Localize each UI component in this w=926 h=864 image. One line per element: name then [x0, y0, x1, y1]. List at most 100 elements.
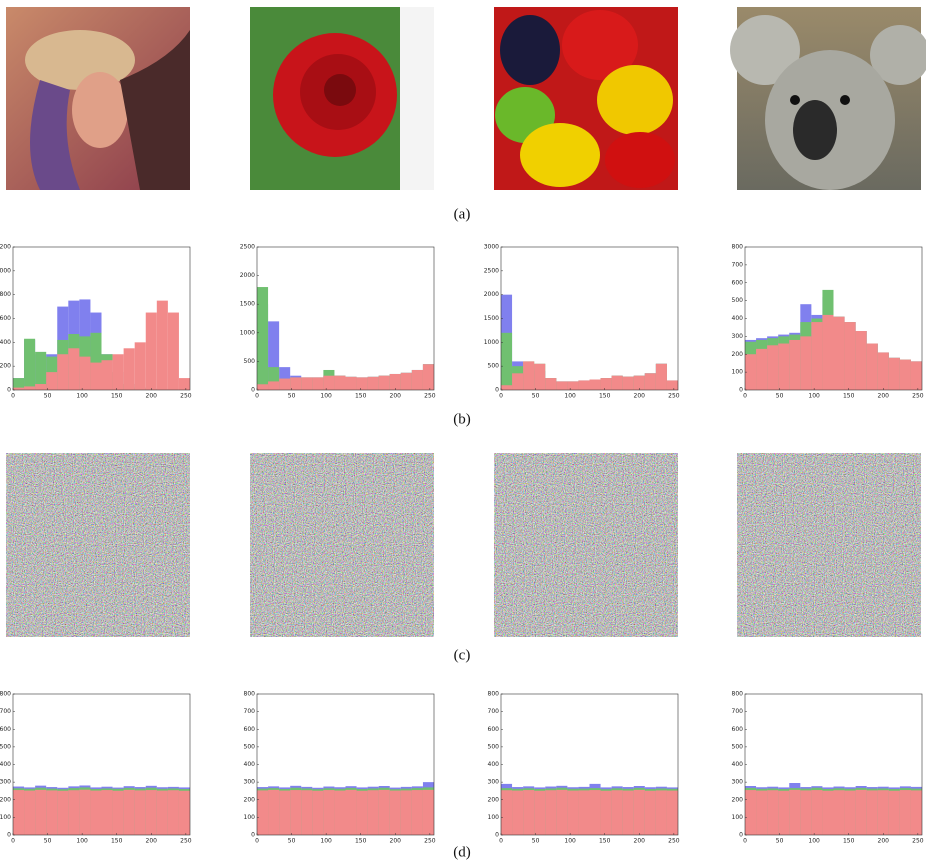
photo-koala — [730, 7, 926, 190]
histogram-bar — [412, 370, 423, 390]
histogram-bar — [168, 313, 179, 390]
y-tick-label: 400 — [732, 761, 744, 768]
histogram-bar — [778, 791, 789, 835]
encrypted-image — [494, 453, 678, 637]
histogram-bar — [822, 315, 833, 390]
x-tick-label: 200 — [634, 393, 646, 400]
histogram-bar — [57, 791, 68, 835]
histogram-bar — [623, 791, 634, 835]
y-tick-label: 600 — [488, 726, 500, 733]
histogram-bar — [789, 790, 800, 835]
histogram-bar — [656, 364, 667, 390]
histogram-bar — [124, 348, 135, 390]
x-tick-label: 200 — [878, 393, 890, 400]
histogram-bar — [390, 374, 401, 390]
histogram-bar — [168, 790, 179, 835]
y-tick-label: 300 — [244, 779, 256, 786]
figure: (a) (b) (c) (d) 020040060080010001200050… — [0, 0, 926, 864]
x-tick-label: 0 — [499, 393, 503, 400]
x-tick-label: 50 — [288, 838, 296, 845]
caption: (b) — [453, 411, 471, 427]
histogram-bar — [35, 384, 46, 390]
y-tick-label: 100 — [244, 814, 256, 821]
y-tick-label: 500 — [0, 743, 11, 750]
y-tick-label: 300 — [732, 779, 744, 786]
x-tick-label: 0 — [743, 393, 747, 400]
histogram-bar — [911, 361, 922, 390]
histogram-bar — [368, 377, 379, 390]
histogram-bar — [13, 790, 24, 835]
x-tick-label: 200 — [146, 838, 158, 845]
histogram-bar — [512, 791, 523, 835]
histogram-bar — [102, 790, 113, 835]
y-tick-label: 2000 — [484, 291, 499, 298]
histogram-bar — [612, 376, 623, 390]
histogram-bar — [90, 363, 101, 390]
histogram-bar — [767, 790, 778, 835]
y-tick-label: 200 — [0, 363, 11, 370]
x-tick-label: 100 — [76, 838, 88, 845]
histogram-bar — [257, 790, 268, 835]
y-tick-label: 500 — [732, 297, 744, 304]
histogram-bar — [545, 378, 556, 390]
y-tick-label: 800 — [0, 691, 11, 698]
histogram-bar — [578, 380, 589, 390]
histogram-bar — [113, 791, 124, 835]
y-tick-label: 400 — [0, 761, 11, 768]
histogram-bar — [834, 317, 845, 390]
x-tick-label: 50 — [776, 393, 784, 400]
y-tick-label: 500 — [244, 358, 256, 365]
histogram-bar — [900, 790, 911, 835]
x-tick-label: 100 — [808, 393, 820, 400]
y-tick-label: 500 — [244, 743, 256, 750]
histogram-bar — [68, 790, 79, 835]
histogram-bar — [523, 790, 534, 835]
histogram-bar — [501, 385, 512, 390]
histogram-bar — [856, 790, 867, 835]
x-tick-label: 200 — [390, 838, 402, 845]
histogram-bar — [656, 790, 667, 835]
histogram-bar — [590, 380, 601, 390]
y-tick-label: 800 — [244, 691, 256, 698]
y-tick-label: 2500 — [484, 267, 499, 274]
histogram-chart: 0100200300400500600700800050100150200250 — [0, 691, 192, 845]
histogram-chart: 05001000150020002500050100150200250 — [240, 244, 436, 400]
histogram-bar — [179, 791, 190, 835]
histogram-bar — [601, 378, 612, 390]
y-tick-label: 100 — [0, 814, 11, 821]
histogram-bar — [501, 790, 512, 835]
x-tick-label: 0 — [11, 838, 15, 845]
histogram-chart: 0100200300400500600700800050100150200250 — [488, 691, 680, 845]
histogram-bar — [357, 791, 368, 835]
x-tick-label: 250 — [424, 393, 436, 400]
x-tick-label: 0 — [255, 393, 259, 400]
x-tick-label: 150 — [355, 838, 367, 845]
histogram-bar — [545, 790, 556, 835]
histogram-bar — [800, 790, 811, 835]
histogram-bar — [102, 360, 113, 390]
histogram-chart: 0100200300400500600700800050100150200250 — [732, 244, 924, 400]
histogram-bar — [257, 384, 268, 390]
histogram-bar — [379, 790, 390, 835]
y-tick-label: 400 — [244, 761, 256, 768]
histogram-bar — [323, 790, 334, 835]
x-tick-label: 150 — [599, 393, 611, 400]
histogram-bar — [268, 790, 279, 835]
y-tick-label: 200 — [244, 796, 256, 803]
histogram-bar — [767, 345, 778, 390]
histogram-bar — [268, 381, 279, 390]
histogram-bar — [24, 386, 35, 390]
histogram-bar — [157, 301, 168, 390]
x-tick-label: 250 — [424, 838, 436, 845]
histogram-bar — [789, 340, 800, 390]
y-tick-label: 700 — [732, 708, 744, 715]
x-tick-label: 150 — [111, 838, 123, 845]
y-tick-label: 1000 — [240, 329, 255, 336]
caption: (c) — [454, 647, 471, 663]
y-tick-label: 200 — [732, 351, 744, 358]
y-tick-label: 2000 — [240, 272, 255, 279]
histogram-bar — [279, 379, 290, 390]
y-tick-label: 700 — [0, 708, 11, 715]
histogram-bar — [667, 380, 678, 390]
